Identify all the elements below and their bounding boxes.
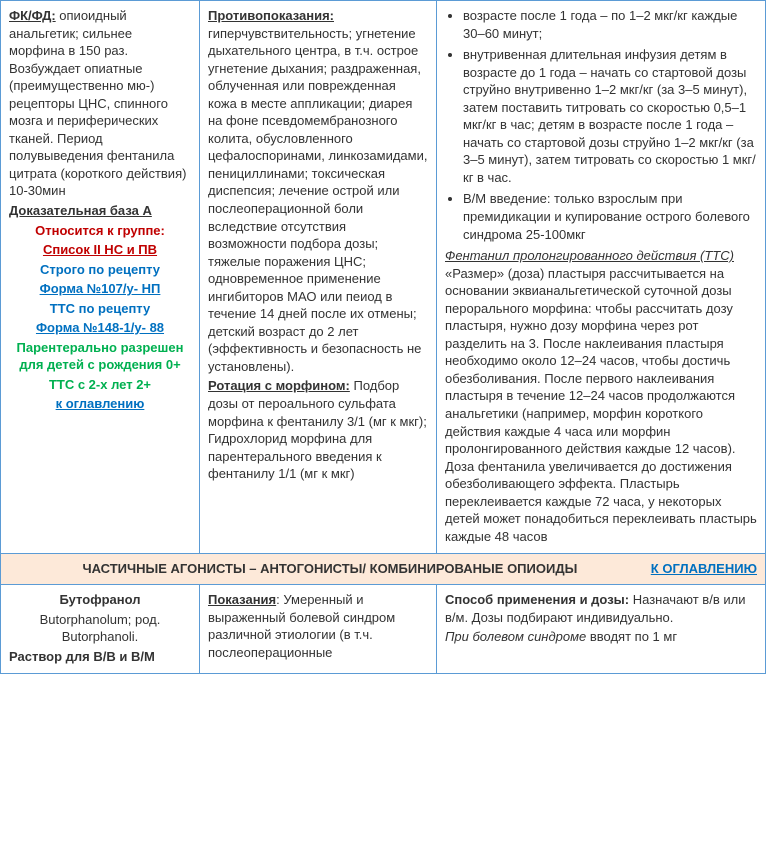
list-item: возрасте после 1 года – по 1–2 мкг/кг ка… — [463, 7, 757, 42]
evidence-base: Доказательная база А — [9, 202, 191, 220]
rotation-label: Ротация с морфином: — [208, 378, 350, 393]
tts-prolonged-label: Фентанил пролонгированного действия (ТТС… — [445, 248, 734, 263]
drug-info-table: ФК/ФД: опиоидный анальгетик; сильнее мор… — [0, 0, 766, 674]
dosing-bullets: возрасте после 1 года – по 1–2 мкг/кг ка… — [445, 7, 757, 243]
tts-age: ТТС с 2-х лет 2+ — [9, 376, 191, 394]
cell-indications: Показания: Умеренный и выраженный болево… — [200, 584, 437, 673]
pain-label: При болевом синдроме — [445, 629, 586, 644]
section-title: ЧАСТИЧНЫЕ АГОНИСТЫ – АНТОГОНИСТЫ/ КОМБИН… — [82, 561, 577, 576]
strict-rx: Строго по рецепту — [9, 261, 191, 279]
toc-link[interactable]: к оглавлению — [56, 396, 145, 411]
list-item: внутривенная длительная инфузия детям в … — [463, 46, 757, 186]
contra-text: гиперчувствительность; угнетение дыхател… — [208, 26, 427, 374]
cell-dosing: возрасте после 1 года – по 1–2 мкг/кг ка… — [437, 1, 766, 554]
table-row: Бутофранол Butorphanolum; род. Butorphan… — [1, 584, 766, 673]
page-container: ФК/ФД: опиоидный анальгетик; сильнее мор… — [0, 0, 766, 674]
section-toc-link[interactable]: К ОГЛАВЛЕНИЮ — [651, 560, 757, 578]
cell-contraindications: Противопоказания: гиперчувствительность;… — [200, 1, 437, 554]
tts-prolonged-text: «Размер» (доза) пластыря рассчитывается … — [445, 266, 757, 544]
drug-form: Раствор для В/В и В/М — [9, 648, 191, 666]
form-148-link[interactable]: Форма №148-1/у- 88 — [36, 320, 164, 335]
fkfd-text: опиоидный анальгетик; сильнее морфина в … — [9, 8, 186, 198]
pain-text: вводят по 1 мг — [586, 629, 677, 644]
cell-pharmacology: ФК/ФД: опиоидный анальгетик; сильнее мор… — [1, 1, 200, 554]
form-107-link[interactable]: Форма №107/у- НП — [40, 281, 161, 296]
list-item: В/М введение: только взрослым при премид… — [463, 190, 757, 243]
dose-label: Способ применения и дозы: — [445, 592, 629, 607]
indications-label: Показания — [208, 592, 276, 607]
drug-name-lat: Butorphanolum; род. Butorphanoli. — [9, 611, 191, 646]
drug-name-ru: Бутофранол — [9, 591, 191, 609]
tts-rx: ТТС по рецепту — [9, 300, 191, 318]
cell-administration: Способ применения и дозы: Назначают в/в … — [437, 584, 766, 673]
section-header-row: ЧАСТИЧНЫЕ АГОНИСТЫ – АНТОГОНИСТЫ/ КОМБИН… — [1, 554, 766, 585]
rotation-text: Подбор дозы от пероального сульфата морф… — [208, 378, 427, 481]
cell-drug-name: Бутофранол Butorphanolum; род. Butorphan… — [1, 584, 200, 673]
parenteral-age: Парентерально разрешен для детей с рожде… — [9, 339, 191, 374]
group-value: Список II НС и ПВ — [9, 241, 191, 259]
fkfd-label: ФК/ФД: — [9, 8, 56, 23]
table-row: ФК/ФД: опиоидный анальгетик; сильнее мор… — [1, 1, 766, 554]
section-header-cell: ЧАСТИЧНЫЕ АГОНИСТЫ – АНТОГОНИСТЫ/ КОМБИН… — [1, 554, 766, 585]
group-label: Относится к группе: — [9, 222, 191, 240]
contra-label: Противопоказания: — [208, 8, 334, 23]
